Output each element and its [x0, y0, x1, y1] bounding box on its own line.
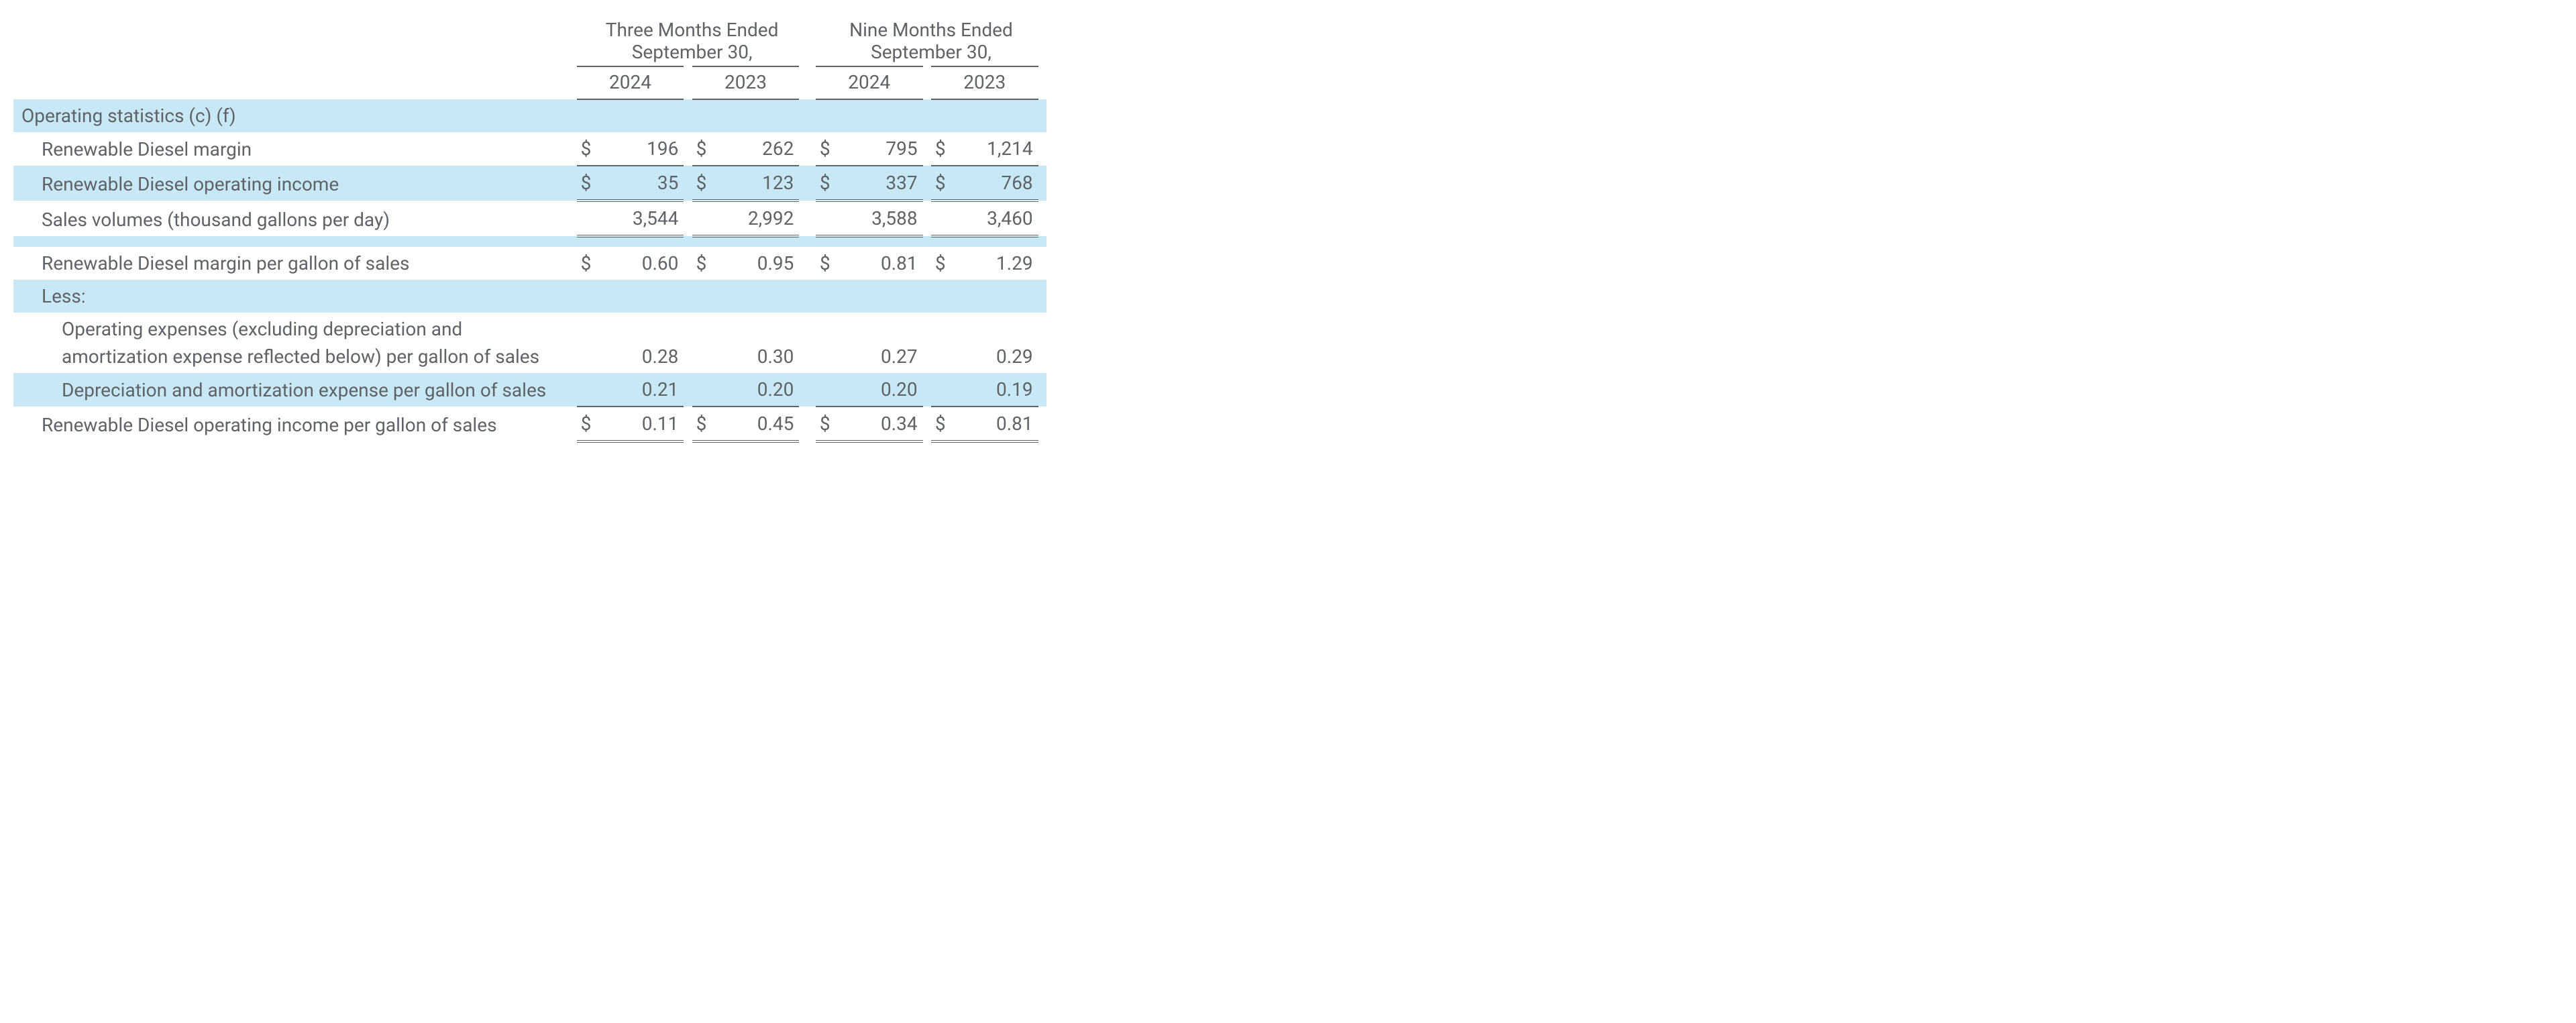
val-op-income-nm24: 337: [834, 166, 923, 201]
val-op-income-nm23: 768: [949, 166, 1038, 201]
val-op-income-tm24: 35: [594, 166, 684, 201]
val-sales-vol-tm24: 3,544: [594, 201, 684, 236]
val-opex-nm24: 0.27: [834, 340, 923, 373]
val-da-nm24: 0.20: [834, 373, 923, 407]
val-margin-per-gal-nm24: 0.81: [834, 247, 923, 280]
currency-symbol: $: [577, 247, 595, 280]
header-year-nm23: 2023: [931, 66, 1038, 99]
header-blank: [13, 13, 577, 66]
currency-symbol: $: [692, 132, 710, 166]
val-margin-per-gal-tm24: 0.60: [594, 247, 684, 280]
val-sales-vol-nm24: 3,588: [834, 201, 923, 236]
currency-symbol: $: [931, 407, 949, 441]
currency-symbol: $: [931, 247, 949, 280]
label-less: Less:: [13, 280, 577, 313]
val-oi-per-gal-tm24: 0.11: [594, 407, 684, 441]
label-opex-l1: Operating expenses (excluding depreciati…: [13, 313, 577, 340]
val-opex-tm23: 0.30: [710, 340, 799, 373]
currency-symbol: $: [577, 132, 595, 166]
header-year-tm24: 2024: [577, 66, 684, 99]
financial-table: Three Months Ended September 30, Nine Mo…: [13, 13, 1046, 443]
row-margin-per-gal: Renewable Diesel margin per gallon of sa…: [13, 247, 1046, 280]
row-less: Less:: [13, 280, 1046, 313]
spacer-row: [13, 236, 1046, 247]
currency-symbol: $: [577, 166, 595, 201]
label-sales-vol: Sales volumes (thousand gallons per day): [13, 201, 577, 236]
val-da-tm24: 0.21: [594, 373, 684, 407]
section-label: Operating statistics (c) (f): [13, 99, 577, 132]
row-da: Depreciation and amortization expense pe…: [13, 373, 1046, 407]
header-three-months: Three Months Ended September 30,: [577, 13, 808, 66]
val-opex-nm23: 0.29: [949, 340, 1038, 373]
row-op-income: Renewable Diesel operating income $ 35 $…: [13, 166, 1046, 201]
val-margin-tm24: 196: [594, 132, 684, 166]
val-oi-per-gal-nm23: 0.81: [949, 407, 1038, 441]
val-opex-tm24: 0.28: [594, 340, 684, 373]
row-opex-l1: Operating expenses (excluding depreciati…: [13, 313, 1046, 340]
label-margin-per-gal: Renewable Diesel margin per gallon of sa…: [13, 247, 577, 280]
val-da-tm23: 0.20: [710, 373, 799, 407]
currency-symbol: $: [692, 407, 710, 441]
header-three-months-l1: Three Months Ended: [581, 19, 804, 41]
val-sales-vol-nm23: 3,460: [949, 201, 1038, 236]
val-margin-nm23: 1,214: [949, 132, 1038, 166]
header-year-tm23: 2023: [692, 66, 800, 99]
header-nine-months: Nine Months Ended September 30,: [816, 13, 1046, 66]
label-oi-per-gal: Renewable Diesel operating income per ga…: [13, 407, 577, 441]
currency-symbol: $: [816, 166, 834, 201]
row-opex-l2: amortization expense reflected below) pe…: [13, 340, 1046, 373]
currency-symbol: $: [816, 407, 834, 441]
val-margin-nm24: 795: [834, 132, 923, 166]
currency-symbol: $: [692, 166, 710, 201]
label-op-income: Renewable Diesel operating income: [13, 166, 577, 201]
label-margin: Renewable Diesel margin: [13, 132, 577, 166]
header-three-months-l2: September 30,: [581, 41, 804, 63]
row-sales-vol: Sales volumes (thousand gallons per day)…: [13, 201, 1046, 236]
val-da-nm23: 0.19: [949, 373, 1038, 407]
header-year-nm24: 2024: [816, 66, 923, 99]
val-oi-per-gal-nm24: 0.34: [834, 407, 923, 441]
currency-symbol: $: [816, 132, 834, 166]
header-nine-months-l2: September 30,: [820, 41, 1042, 63]
val-margin-per-gal-tm23: 0.95: [710, 247, 799, 280]
val-oi-per-gal-tm23: 0.45: [710, 407, 799, 441]
currency-symbol: $: [577, 407, 595, 441]
label-opex-l2: amortization expense reflected below) pe…: [13, 340, 577, 373]
val-margin-tm23: 262: [710, 132, 799, 166]
val-margin-per-gal-nm23: 1.29: [949, 247, 1038, 280]
currency-symbol: $: [931, 132, 949, 166]
currency-symbol: $: [816, 247, 834, 280]
header-nine-months-l1: Nine Months Ended: [820, 19, 1042, 41]
row-margin: Renewable Diesel margin $ 196 $ 262 $ 79…: [13, 132, 1046, 166]
val-sales-vol-tm23: 2,992: [710, 201, 799, 236]
row-oi-per-gal: Renewable Diesel operating income per ga…: [13, 407, 1046, 441]
currency-symbol: $: [931, 166, 949, 201]
currency-symbol: $: [692, 247, 710, 280]
label-da: Depreciation and amortization expense pe…: [13, 373, 577, 407]
section-row: Operating statistics (c) (f): [13, 99, 1046, 132]
val-op-income-tm23: 123: [710, 166, 799, 201]
